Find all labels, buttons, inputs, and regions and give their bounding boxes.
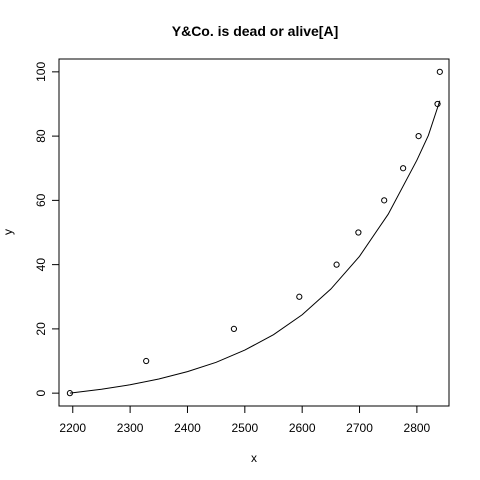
y-tick-label: 0 <box>34 389 48 396</box>
y-tick-label: 40 <box>34 258 48 272</box>
x-tick-label: 2400 <box>174 421 201 435</box>
y-tick-label: 20 <box>34 322 48 336</box>
x-tick-label: 2500 <box>231 421 258 435</box>
y-tick-label: 80 <box>34 129 48 143</box>
data-point <box>415 133 422 140</box>
x-axis: 2200 2300 2400 2500 2600 2700 2800 <box>59 406 431 435</box>
data-point <box>381 197 388 204</box>
x-tick-label: 2800 <box>404 421 431 435</box>
data-point <box>434 100 441 108</box>
y-axis: 0 20 40 60 80 100 <box>34 62 59 396</box>
data-point <box>355 229 362 236</box>
data-point <box>296 293 303 300</box>
data-points-layer <box>66 68 443 397</box>
data-point <box>400 165 407 172</box>
data-point <box>230 325 238 332</box>
x-tick-label: 2700 <box>346 421 373 435</box>
y-tick-label: 100 <box>34 62 48 82</box>
data-point <box>333 261 340 268</box>
x-tick-label: 2600 <box>289 421 316 435</box>
data-point <box>436 68 443 75</box>
x-tick-label: 2300 <box>117 421 144 435</box>
data-point <box>143 357 150 365</box>
fit-curve <box>69 100 441 394</box>
y-axis-label: y <box>1 229 15 235</box>
plot-frame <box>58 58 450 407</box>
data-point <box>66 390 73 397</box>
y-tick-label: 60 <box>34 193 48 207</box>
fit-line-layer <box>69 100 441 394</box>
chart-title: Y&Co. is dead or alive[A] <box>172 23 338 39</box>
x-axis-label: x <box>251 451 257 465</box>
x-tick-label: 2200 <box>59 421 86 435</box>
